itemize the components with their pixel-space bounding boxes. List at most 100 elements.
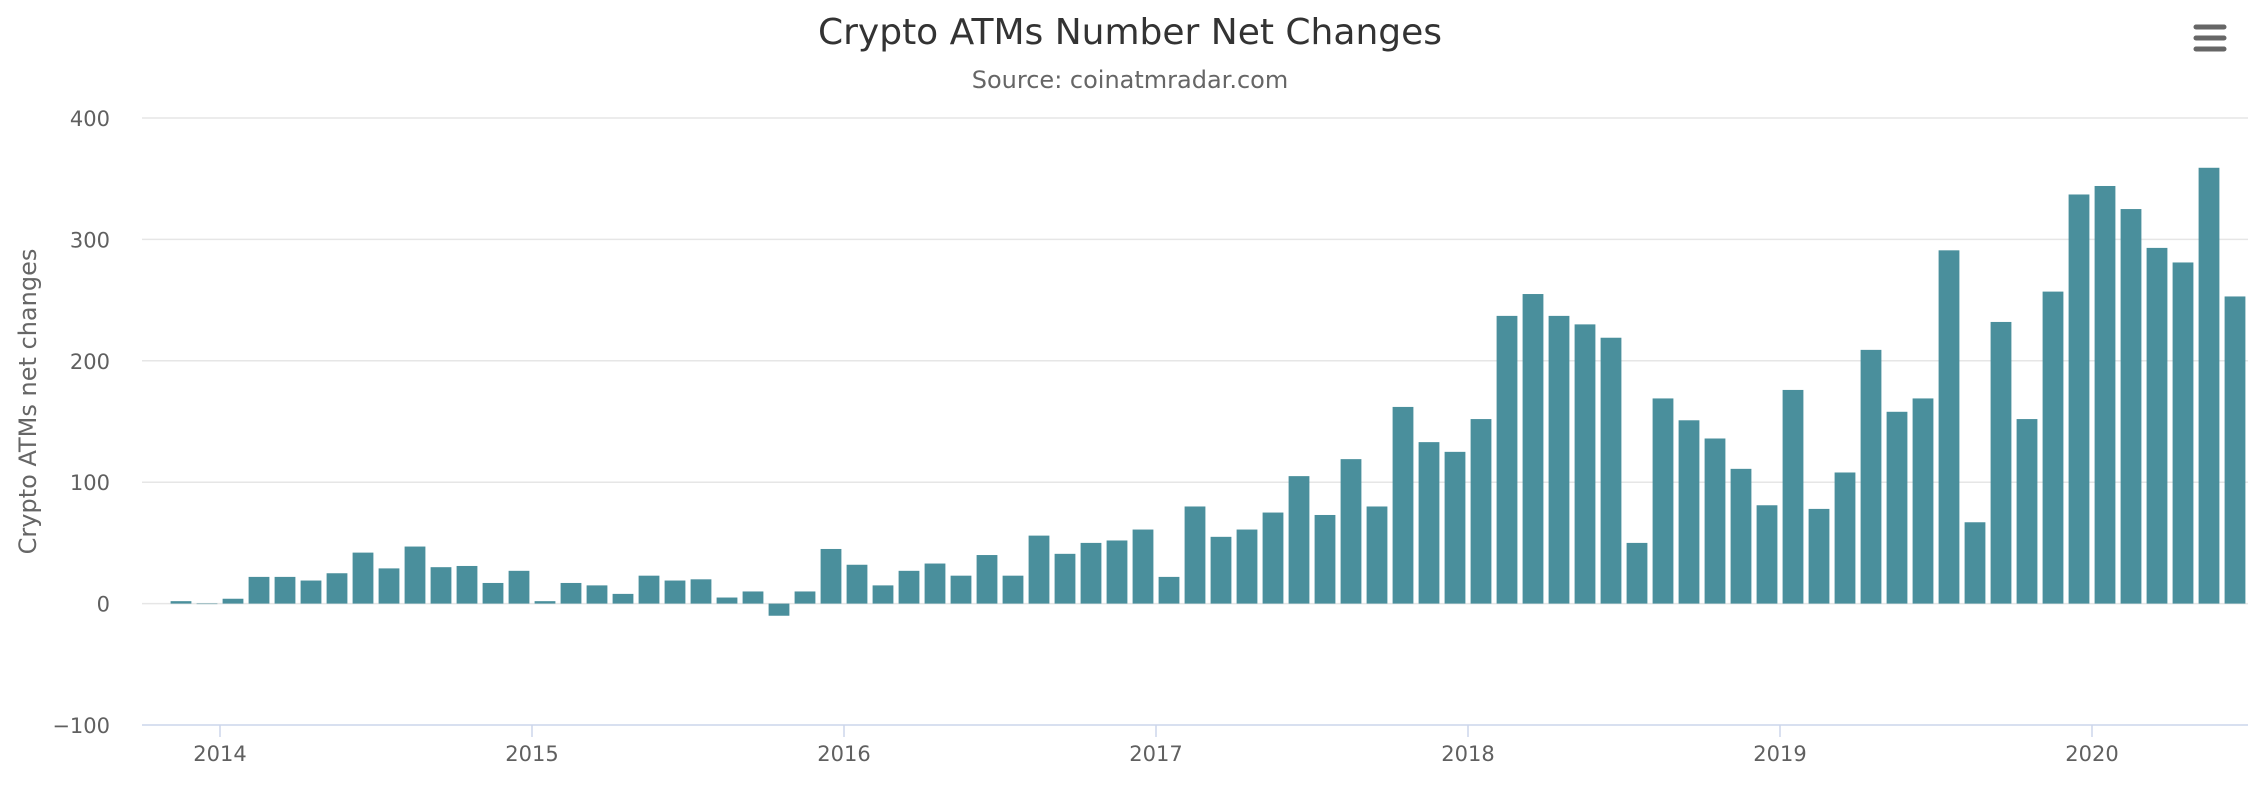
bar[interactable] — [1444, 451, 1466, 604]
bar[interactable] — [1912, 398, 1934, 604]
bar[interactable] — [1860, 349, 1882, 604]
bar[interactable] — [1028, 535, 1050, 604]
y-axis-title: Crypto ATMs net changes — [14, 249, 42, 555]
bar[interactable] — [1314, 514, 1336, 604]
bar[interactable] — [430, 567, 452, 604]
bar[interactable] — [456, 565, 478, 604]
bar[interactable] — [690, 579, 712, 604]
bar[interactable] — [1262, 512, 1284, 604]
bar[interactable] — [1496, 315, 1518, 604]
bar[interactable] — [950, 575, 972, 604]
bar[interactable] — [768, 603, 790, 616]
bar[interactable] — [352, 552, 374, 604]
bar[interactable] — [248, 576, 270, 604]
bar[interactable] — [2172, 262, 2194, 604]
bar[interactable] — [1470, 419, 1492, 604]
bar[interactable] — [1730, 468, 1752, 604]
bar[interactable] — [2042, 291, 2064, 604]
bar[interactable] — [1340, 459, 1362, 604]
y-tick-label: 400 — [70, 107, 110, 131]
bar[interactable] — [924, 563, 946, 604]
bar[interactable] — [1080, 542, 1102, 604]
bar[interactable] — [1782, 389, 1804, 604]
x-axis-ticks: 2014 2015 2016 2017 2018 2019 2020 — [193, 725, 2119, 766]
bar[interactable] — [716, 597, 738, 604]
bar[interactable] — [1704, 438, 1726, 604]
chart-title: Crypto ATMs Number Net Changes — [818, 12, 1442, 53]
bar[interactable] — [1184, 506, 1206, 604]
bar[interactable] — [1808, 508, 1830, 604]
bar[interactable] — [976, 555, 998, 604]
bar[interactable] — [846, 564, 868, 604]
bar[interactable] — [1288, 476, 1310, 604]
bar[interactable] — [1678, 420, 1700, 604]
bar[interactable] — [2224, 296, 2246, 604]
bar[interactable] — [222, 598, 244, 604]
y-tick-label: 0 — [97, 593, 110, 617]
bar[interactable] — [1756, 505, 1778, 604]
y-tick-label: 200 — [70, 350, 110, 374]
bar[interactable] — [378, 568, 400, 604]
x-tick-label: 2015 — [505, 742, 558, 766]
bar[interactable] — [1418, 442, 1440, 604]
bar[interactable] — [1158, 576, 1180, 604]
bar[interactable] — [1964, 522, 1986, 604]
y-tick-label: −100 — [52, 714, 110, 738]
bar[interactable] — [820, 548, 842, 604]
bar[interactable] — [1574, 324, 1596, 604]
bar[interactable] — [1366, 506, 1388, 604]
x-tick-label: 2018 — [1441, 742, 1494, 766]
bar[interactable] — [1834, 472, 1856, 604]
bar[interactable] — [1548, 315, 1570, 604]
menu-icon[interactable] — [2188, 22, 2232, 54]
bar[interactable] — [482, 582, 504, 604]
bar[interactable] — [742, 591, 764, 604]
bar[interactable] — [898, 570, 920, 604]
bar[interactable] — [2016, 419, 2038, 604]
bar[interactable] — [1886, 411, 1908, 604]
bar[interactable] — [1210, 536, 1232, 604]
bar[interactable] — [1652, 398, 1674, 604]
x-tick-label: 2017 — [1129, 742, 1182, 766]
bars — [170, 167, 2246, 616]
bar[interactable] — [508, 570, 530, 604]
bar[interactable] — [1626, 542, 1648, 604]
bar[interactable] — [404, 546, 426, 604]
x-tick-label: 2016 — [817, 742, 870, 766]
bar[interactable] — [1392, 406, 1414, 604]
y-tick-label: 300 — [70, 228, 110, 252]
bar[interactable] — [612, 593, 634, 604]
bar[interactable] — [872, 585, 894, 604]
bar[interactable] — [664, 580, 686, 604]
y-axis-ticks: −100 0 100 200 300 400 — [52, 107, 110, 738]
bar[interactable] — [1938, 250, 1960, 604]
x-tick-label: 2014 — [193, 742, 246, 766]
bar[interactable] — [1106, 540, 1128, 604]
bar[interactable] — [2094, 185, 2116, 604]
bar[interactable] — [638, 575, 660, 604]
bar[interactable] — [2068, 194, 2090, 604]
bar[interactable] — [300, 580, 322, 604]
bar[interactable] — [170, 601, 192, 604]
bar[interactable] — [1002, 575, 1024, 604]
bar[interactable] — [1054, 553, 1076, 604]
x-tick-label: 2020 — [2065, 742, 2118, 766]
bar[interactable] — [534, 601, 556, 604]
bar[interactable] — [1990, 321, 2012, 604]
bar[interactable] — [326, 573, 348, 604]
bar[interactable] — [2146, 247, 2168, 604]
bar[interactable] — [1236, 529, 1258, 604]
bar[interactable] — [794, 591, 816, 604]
bar[interactable] — [274, 576, 296, 604]
bar[interactable] — [2198, 167, 2220, 604]
bar[interactable] — [1522, 294, 1544, 604]
bar[interactable] — [2120, 209, 2142, 604]
bar[interactable] — [196, 603, 218, 605]
bar[interactable] — [586, 585, 608, 604]
x-tick-label: 2019 — [1753, 742, 1806, 766]
bar[interactable] — [1600, 337, 1622, 604]
chart-subtitle: Source: coinatmradar.com — [972, 66, 1288, 94]
bar[interactable] — [560, 582, 582, 604]
bar[interactable] — [1132, 529, 1154, 604]
